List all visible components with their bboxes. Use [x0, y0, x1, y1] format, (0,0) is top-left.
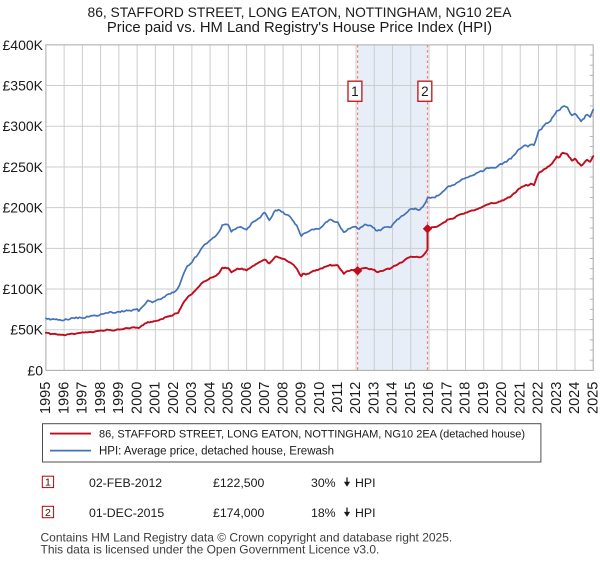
svg-text:30%: 30% — [311, 476, 336, 490]
svg-text:2024: 2024 — [567, 382, 583, 414]
svg-text:2022: 2022 — [531, 382, 547, 414]
svg-text:2015: 2015 — [403, 382, 419, 414]
svg-text:2000: 2000 — [129, 382, 145, 414]
svg-text:2023: 2023 — [549, 382, 565, 414]
svg-text:HPI: HPI — [355, 476, 376, 490]
svg-text:2: 2 — [421, 84, 429, 99]
svg-text:HPI: Average price, detached h: HPI: Average price, detached house, Erew… — [99, 445, 334, 457]
svg-text:86, STAFFORD STREET, LONG EATO: 86, STAFFORD STREET, LONG EATON, NOTTING… — [88, 5, 513, 20]
svg-text:1: 1 — [351, 84, 359, 99]
svg-text:2021: 2021 — [512, 382, 528, 414]
svg-text:2019: 2019 — [476, 382, 492, 414]
svg-text:2005: 2005 — [221, 382, 237, 414]
svg-text:2016: 2016 — [421, 382, 437, 414]
svg-text:2008: 2008 — [275, 382, 291, 414]
svg-text:£174,000: £174,000 — [213, 506, 264, 520]
svg-text:02-FEB-2012: 02-FEB-2012 — [89, 476, 162, 490]
svg-text:1: 1 — [45, 477, 51, 489]
svg-text:2010: 2010 — [312, 382, 328, 414]
svg-text:£400K: £400K — [3, 37, 44, 53]
svg-text:This data is licensed under th: This data is licensed under the Open Gov… — [41, 542, 380, 556]
svg-text:£300K: £300K — [3, 118, 44, 134]
svg-text:2025: 2025 — [585, 382, 600, 414]
svg-text:1997: 1997 — [75, 382, 91, 414]
svg-text:£100K: £100K — [3, 281, 44, 297]
svg-text:2014: 2014 — [385, 382, 401, 414]
svg-text:Price paid vs. HM Land Registr: Price paid vs. HM Land Registry's House … — [107, 20, 492, 36]
svg-text:2006: 2006 — [239, 382, 255, 414]
svg-text:1998: 1998 — [93, 382, 109, 414]
svg-text:£200K: £200K — [3, 200, 44, 216]
svg-text:2012: 2012 — [348, 382, 364, 414]
svg-text:£122,500: £122,500 — [213, 476, 264, 490]
svg-text:2: 2 — [45, 507, 51, 519]
svg-text:2001: 2001 — [148, 382, 164, 414]
svg-text:2018: 2018 — [458, 382, 474, 414]
svg-text:1995: 1995 — [38, 382, 54, 414]
svg-text:01-DEC-2015: 01-DEC-2015 — [89, 506, 164, 520]
svg-text:Contains HM Land Registry data: Contains HM Land Registry data © Crown c… — [41, 530, 453, 544]
svg-text:1999: 1999 — [111, 382, 127, 414]
svg-text:£350K: £350K — [3, 77, 44, 93]
svg-text:£250K: £250K — [3, 159, 44, 175]
svg-text:1996: 1996 — [56, 382, 72, 414]
svg-text:2017: 2017 — [439, 382, 455, 414]
svg-text:2003: 2003 — [184, 382, 200, 414]
svg-text:2011: 2011 — [330, 382, 346, 413]
svg-text:2007: 2007 — [257, 382, 273, 414]
svg-text:18%: 18% — [311, 506, 336, 520]
svg-text:2020: 2020 — [494, 382, 510, 414]
svg-text:2013: 2013 — [366, 382, 382, 414]
svg-text:HPI: HPI — [355, 506, 376, 520]
svg-text:£0: £0 — [27, 362, 43, 378]
svg-text:2009: 2009 — [294, 382, 310, 414]
svg-text:2002: 2002 — [166, 382, 182, 414]
svg-text:£150K: £150K — [3, 240, 44, 256]
svg-text:2004: 2004 — [202, 382, 218, 414]
svg-text:86, STAFFORD STREET, LONG EATO: 86, STAFFORD STREET, LONG EATON, NOTTING… — [99, 428, 525, 440]
svg-text:£50K: £50K — [10, 322, 43, 338]
